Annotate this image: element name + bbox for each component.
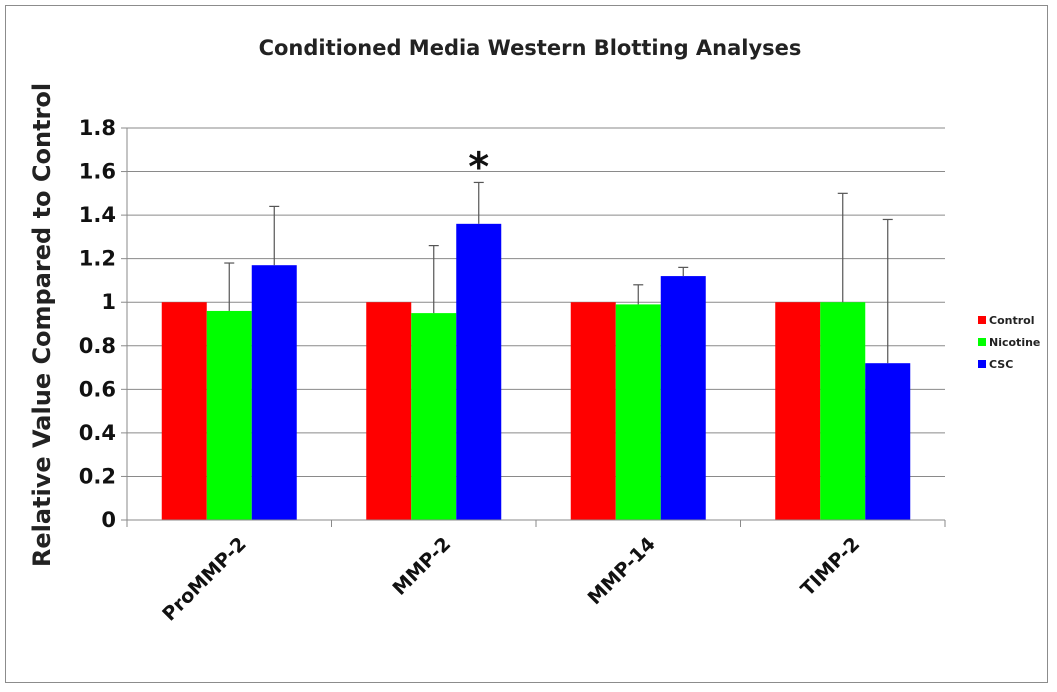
bar-csc-mmp-2 [456,223,502,521]
category-label: ProMMP-2 [158,533,251,626]
category-label: TIMP-2 [797,533,865,601]
chart-frame [5,5,1048,683]
y-tick-label: 0 [101,508,116,532]
bar-control-prommp-2 [161,302,207,520]
category-label: MMP-2 [388,533,455,600]
y-tick-label: 1.6 [79,160,116,184]
bar-csc-mmp-14 [660,276,706,520]
chart-title: Conditioned Media Western Blotting Analy… [259,36,802,60]
bar-nicotine-mmp-2 [411,313,457,520]
bar-control-timp-2 [775,302,821,520]
legend-swatch-csc [978,360,986,368]
legend: Control Nicotine CSC [978,314,1040,371]
error-bars [224,181,893,364]
bars [161,223,911,521]
y-axis-label: Relative Value Compared to Control [28,83,56,567]
bar-nicotine-prommp-2 [206,310,252,520]
y-tick-label: 1.8 [79,116,116,140]
legend-label-csc: CSC [989,358,1013,371]
y-tick-label: 0.8 [79,334,116,358]
y-tick-label: 0.2 [79,464,116,488]
bar-nicotine-mmp-14 [615,304,661,520]
bar-csc-timp-2 [865,363,911,520]
legend-swatch-nicotine [978,338,986,346]
axes [126,128,946,527]
annotations: * [468,144,489,190]
y-tick-label: 1 [101,290,116,314]
legend-label-nicotine: Nicotine [989,336,1040,349]
bar-control-mmp-2 [366,302,412,520]
significance-asterisk: * [468,144,489,190]
bar-nicotine-timp-2 [820,302,866,520]
bar-csc-prommp-2 [251,265,297,520]
category-labels: ProMMP-2 MMP-2 MMP-14 TIMP-2 [158,533,864,626]
bar-control-mmp-14 [570,302,616,520]
y-tick-label: 0.6 [79,377,116,401]
legend-swatch-control [978,316,986,324]
y-axis-ticks: 0 0.2 0.4 0.6 0.8 1 1.2 1.4 1.6 1.8 [79,116,127,532]
category-label: MMP-14 [584,533,660,609]
legend-label-control: Control [989,314,1034,327]
y-tick-label: 0.4 [79,421,116,445]
y-tick-label: 1.2 [79,247,116,271]
y-tick-label: 1.4 [79,203,116,227]
